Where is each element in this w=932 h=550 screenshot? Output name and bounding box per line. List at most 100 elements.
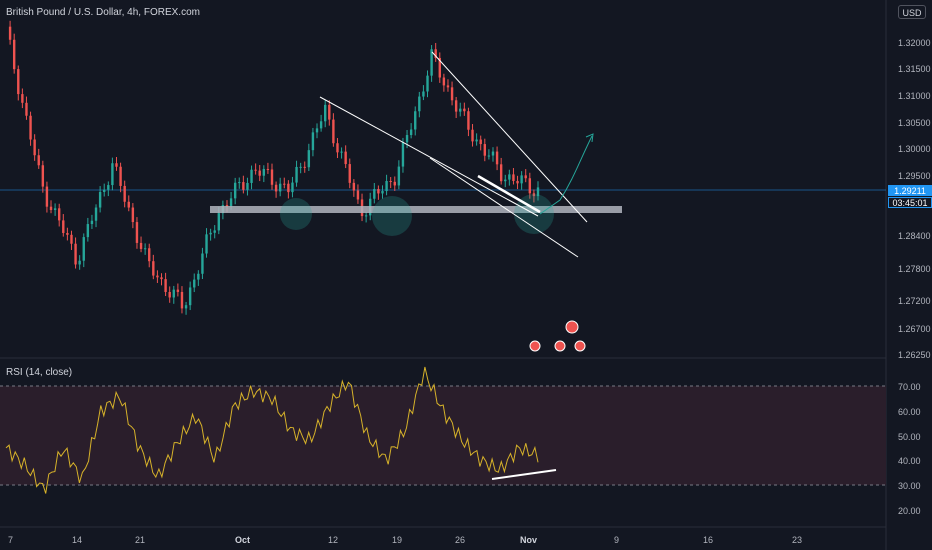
candle-body (74, 243, 77, 265)
currency-button[interactable]: USD (898, 5, 926, 19)
candle-body (33, 139, 36, 156)
candle-body (180, 291, 184, 309)
candle-body (319, 121, 323, 129)
candle-body (520, 175, 523, 184)
candle-body (442, 77, 446, 86)
price-tick-7: 1.28400 (898, 231, 931, 241)
time-label-nov: Nov (520, 535, 538, 545)
candle-body (332, 119, 335, 144)
time-label-14: 14 (72, 535, 83, 545)
candle-body (401, 142, 405, 167)
candle-body (454, 100, 458, 112)
price-tick-4: 1.30500 (898, 118, 931, 128)
projection-arrow[interactable] (539, 133, 594, 215)
candle-body (414, 111, 417, 130)
trendline-bold[interactable] (477, 174, 541, 214)
candle-body (213, 230, 216, 233)
time-label-21: 21 (135, 535, 146, 545)
candle-body (352, 182, 356, 191)
candle-body (148, 248, 151, 262)
countdown-tag: 03:45:01 (888, 197, 932, 208)
candle-body (270, 169, 274, 185)
candle-body (287, 183, 290, 193)
candle-body (193, 279, 196, 288)
price-tick-6: 1.29500 (898, 171, 931, 181)
candle-body (504, 179, 507, 182)
rsi-title: RSI (14, close) (6, 367, 73, 378)
candle-body (131, 207, 135, 223)
candle-body (373, 189, 376, 199)
support-zone[interactable] (210, 206, 622, 213)
candle-body (164, 279, 167, 292)
time-label-16: 16 (703, 535, 714, 545)
candle-body (409, 129, 413, 136)
event-markers[interactable] (529, 320, 586, 352)
candles (8, 20, 540, 315)
candle-body (156, 275, 159, 278)
candle-body (254, 169, 257, 171)
candle-body (62, 220, 65, 233)
candle-body (242, 182, 245, 190)
candle-body (90, 220, 94, 225)
chart-title: British Pound / U.S. Dollar, 4h, FOREX.c… (6, 7, 200, 18)
candle-body (450, 87, 454, 101)
candle-body (315, 128, 319, 133)
candle-body (176, 289, 180, 292)
candle-body (12, 39, 16, 70)
candle-body (426, 75, 429, 92)
candle-body (107, 185, 110, 190)
trendline-channel-lower[interactable] (431, 51, 588, 223)
candle-body (82, 237, 85, 261)
candle-body (274, 184, 278, 192)
time-label-oct: Oct (235, 535, 251, 545)
candle-body (66, 232, 69, 235)
candle-body (103, 189, 106, 192)
candle-body (340, 151, 343, 153)
price-tick-1: 1.32000 (898, 38, 931, 48)
price-tick-5: 1.30000 (898, 144, 931, 154)
candle-body (152, 261, 155, 276)
candle-body (299, 166, 302, 168)
candle-body (225, 205, 229, 207)
rsi-tick-40: 40.00 (898, 456, 921, 466)
candle-body (217, 213, 220, 231)
candle-body (17, 69, 20, 95)
candle-body (291, 182, 294, 193)
candle-body (8, 26, 12, 40)
rsi-tick-20: 20.00 (898, 506, 921, 516)
candle-body (209, 232, 212, 235)
candle-body (364, 215, 368, 217)
rsi-tick-30: 30.00 (898, 481, 921, 491)
candle-body (487, 155, 491, 157)
candle-body (303, 166, 306, 168)
candle-body (229, 198, 233, 207)
rsi-divergence-line[interactable] (491, 469, 557, 480)
candle-body (418, 96, 421, 112)
candle-body (25, 102, 28, 116)
candle-body (70, 234, 73, 244)
candle-body (266, 168, 270, 170)
candle-body (356, 190, 360, 200)
price-tick-11: 1.26250 (898, 350, 931, 360)
candle-body (422, 91, 425, 97)
trendline-wedge-lower[interactable] (429, 157, 579, 258)
candle-body (278, 183, 282, 192)
candle-body (295, 166, 298, 183)
candle-body (205, 234, 208, 254)
candle-body (41, 165, 45, 187)
candle-body (98, 191, 102, 208)
candle-body (168, 291, 171, 298)
candle-body (238, 182, 241, 184)
candle-body (459, 108, 462, 112)
time-label-12: 12 (328, 535, 339, 545)
candle-body (381, 191, 384, 194)
trendline-channel-upper[interactable] (319, 96, 539, 217)
price-tick-10: 1.26700 (898, 324, 931, 334)
time-label-19: 19 (392, 535, 403, 545)
candle-body (78, 260, 81, 265)
candle-body (172, 289, 175, 298)
candle-body (336, 143, 339, 153)
candle-body (139, 242, 143, 249)
candle-body (86, 224, 90, 238)
